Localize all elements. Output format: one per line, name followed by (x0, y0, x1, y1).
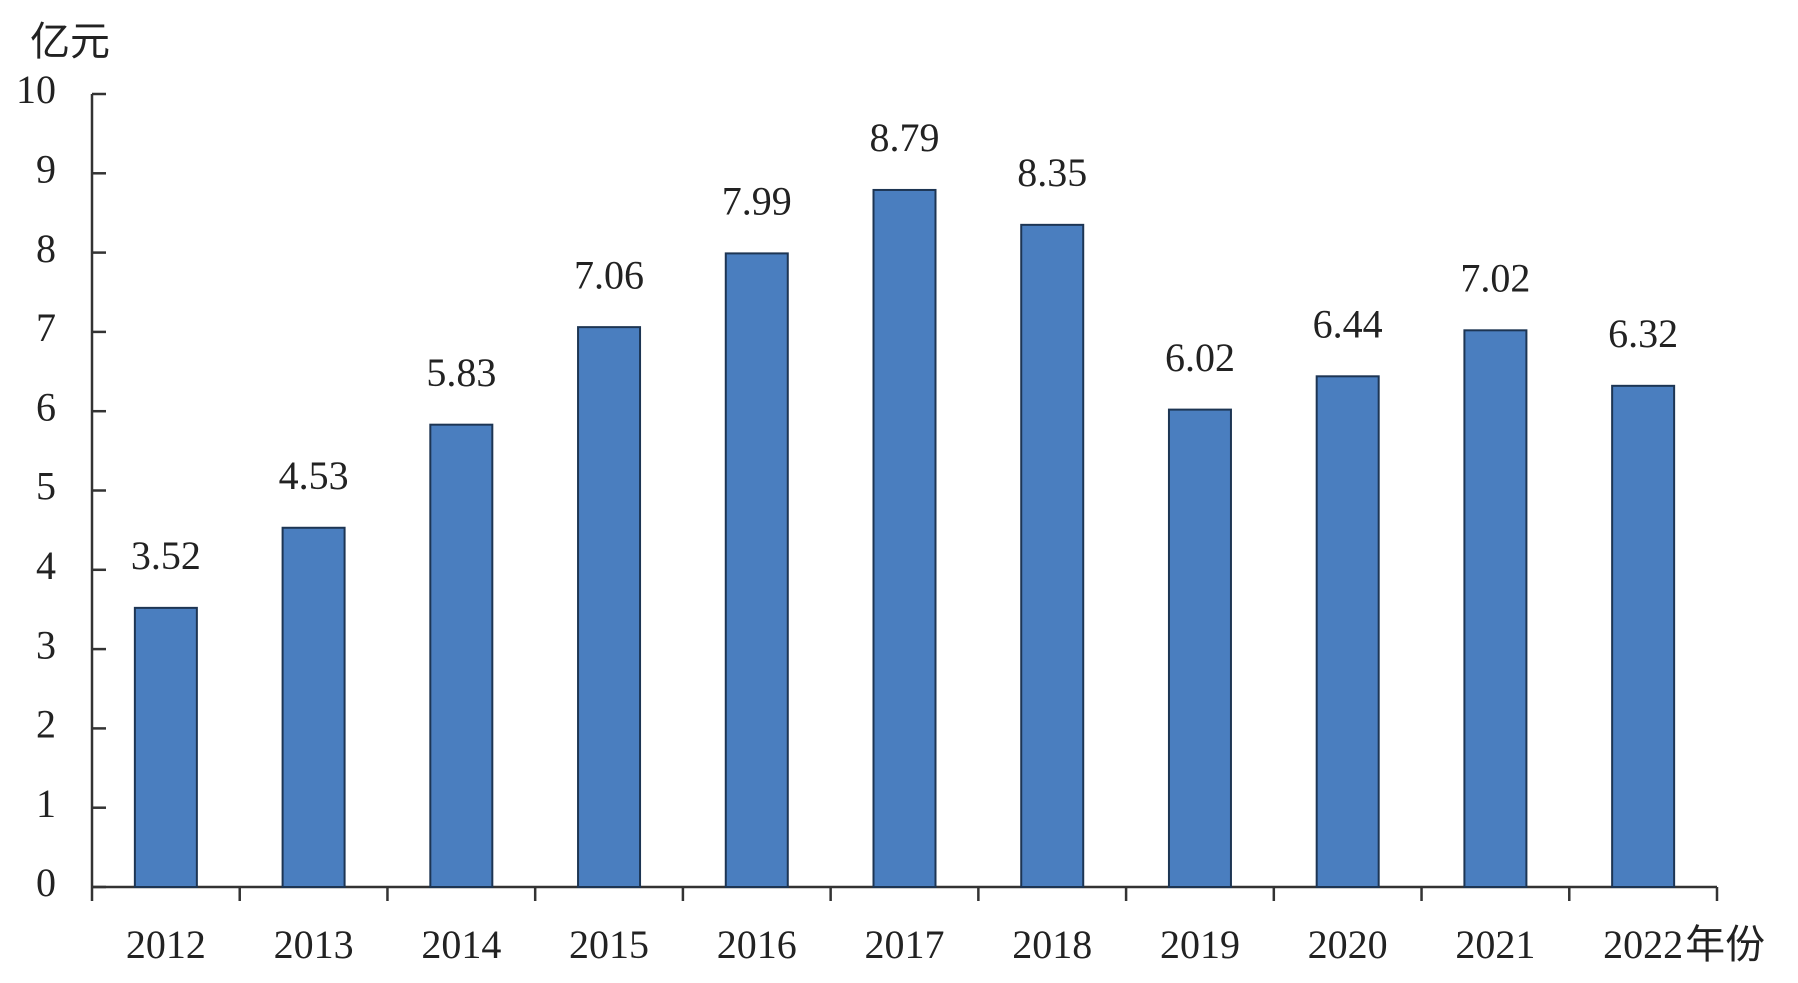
x-tick-label: 2016 (717, 922, 797, 967)
value-label: 6.44 (1313, 301, 1383, 346)
bar (1315, 375, 1380, 888)
bar (577, 326, 642, 888)
bar (429, 423, 494, 888)
y-tick-label: 6 (36, 384, 56, 429)
y-tick-label: 3 (36, 622, 56, 667)
x-tick-label: 2020 (1308, 922, 1388, 967)
value-label: 4.53 (279, 453, 349, 498)
x-tick-label: 2019 (1160, 922, 1240, 967)
y-tick-label: 1 (36, 781, 56, 826)
value-label: 6.32 (1608, 311, 1678, 356)
x-tick-label: 2017 (865, 922, 945, 967)
x-tick-label: 2018 (1012, 922, 1092, 967)
x-tick-label: 2021 (1455, 922, 1535, 967)
y-tick-label: 9 (36, 146, 56, 191)
y-tick-label: 2 (36, 702, 56, 747)
y-tick-label: 4 (36, 543, 56, 588)
value-label: 6.02 (1165, 335, 1235, 380)
y-tick-label: 5 (36, 464, 56, 509)
bar (1611, 384, 1676, 888)
x-tick-label: 2014 (421, 922, 501, 967)
value-label: 8.35 (1017, 150, 1087, 195)
x-tick-label: 2012 (126, 922, 206, 967)
x-axis-label: 年份 (1685, 922, 1765, 967)
bar (133, 606, 198, 888)
bar (1020, 223, 1085, 889)
value-label: 7.02 (1460, 255, 1530, 300)
x-tick-label: 2013 (274, 922, 354, 967)
y-tick-label: 0 (36, 860, 56, 905)
bar (724, 252, 789, 888)
bar (1463, 329, 1528, 888)
y-tick-label: 10 (16, 67, 56, 112)
bar (1167, 408, 1232, 888)
y-tick-label: 7 (36, 305, 56, 350)
value-label: 5.83 (426, 350, 496, 395)
x-tick-label: 2022 (1603, 922, 1683, 967)
y-tick-label: 8 (36, 226, 56, 271)
bar (872, 188, 937, 888)
value-label: 8.79 (870, 115, 940, 160)
value-label: 7.06 (574, 252, 644, 297)
value-label: 3.52 (131, 533, 201, 578)
x-tick-label: 2015 (569, 922, 649, 967)
y-axis-label: 亿元 (30, 19, 110, 64)
value-label: 7.99 (722, 179, 792, 224)
bar (281, 526, 346, 888)
